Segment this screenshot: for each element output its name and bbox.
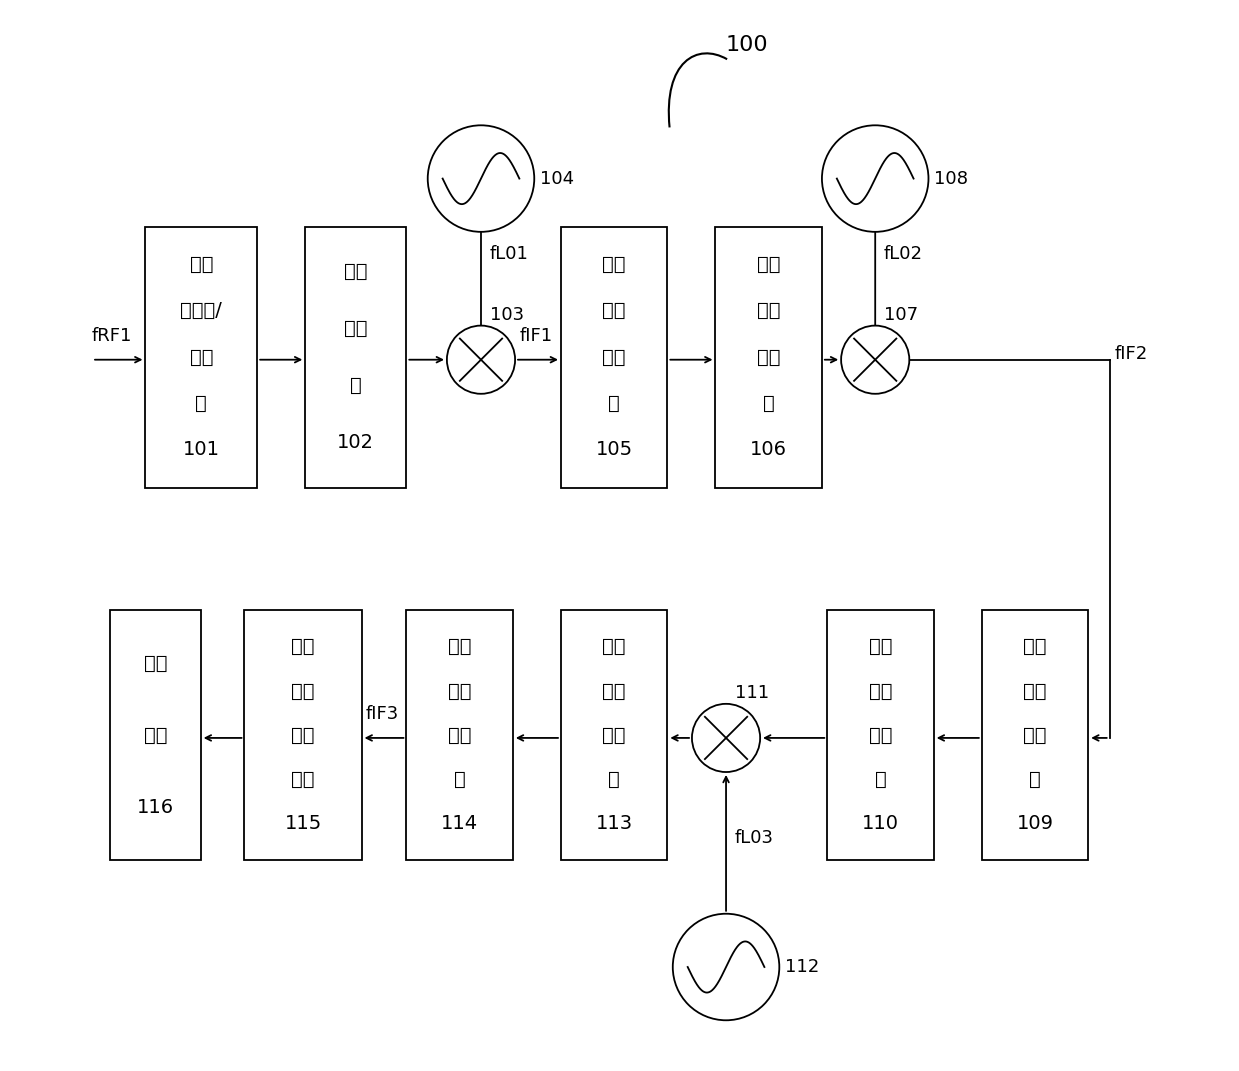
Text: 模块: 模块 — [291, 770, 315, 789]
Text: 第二: 第二 — [869, 637, 892, 657]
Text: 滤波: 滤波 — [449, 726, 471, 744]
Text: fIF1: fIF1 — [519, 328, 553, 345]
Circle shape — [673, 914, 779, 1021]
Text: 中频: 中频 — [1023, 681, 1047, 700]
Text: 114: 114 — [441, 814, 478, 833]
Text: 106: 106 — [750, 440, 787, 458]
Text: 第二: 第二 — [1023, 637, 1047, 657]
Text: 116: 116 — [138, 798, 173, 817]
Bar — [305, 227, 406, 487]
Text: 第一: 第一 — [344, 261, 368, 281]
Text: 第一: 第一 — [190, 255, 213, 274]
Bar — [406, 610, 513, 860]
Text: 显示: 显示 — [144, 653, 167, 673]
Bar — [715, 227, 821, 487]
Bar — [981, 610, 1088, 860]
Text: 112: 112 — [784, 957, 819, 976]
Circle shape — [821, 125, 928, 231]
Text: 104: 104 — [540, 169, 574, 187]
Text: 第一: 第一 — [602, 255, 626, 274]
Text: 器: 器 — [763, 394, 774, 412]
Text: 放大: 放大 — [190, 347, 213, 366]
Bar — [828, 610, 934, 860]
Text: 信号: 信号 — [291, 681, 315, 700]
Bar — [244, 610, 362, 860]
Text: 110: 110 — [862, 814, 900, 833]
Text: 107: 107 — [883, 306, 918, 323]
Text: fRF1: fRF1 — [92, 328, 133, 345]
Text: 器: 器 — [349, 376, 362, 395]
Text: 器: 器 — [196, 394, 207, 412]
Text: fL03: fL03 — [735, 829, 773, 846]
Text: fL01: fL01 — [489, 245, 528, 263]
Text: 中频: 中频 — [602, 681, 626, 700]
Text: 第二: 第二 — [602, 637, 626, 657]
Circle shape — [691, 704, 761, 772]
Text: 第一: 第一 — [757, 255, 781, 274]
Text: 105: 105 — [596, 440, 633, 458]
Text: 100: 100 — [726, 35, 768, 56]
Text: 放大: 放大 — [602, 347, 626, 366]
Text: fIF3: fIF3 — [366, 706, 399, 724]
Bar — [561, 610, 668, 860]
Text: 放大: 放大 — [1023, 726, 1047, 744]
Text: 处理: 处理 — [291, 726, 315, 744]
Circle shape — [841, 326, 909, 394]
Bar — [561, 227, 668, 487]
Text: 数字: 数字 — [291, 637, 315, 657]
Text: 器: 器 — [1030, 770, 1041, 789]
Text: 衰减器/: 衰减器/ — [181, 301, 222, 320]
Text: 102: 102 — [337, 434, 374, 452]
Text: 113: 113 — [596, 814, 633, 833]
Text: 器: 器 — [875, 770, 886, 789]
Text: 111: 111 — [735, 684, 768, 703]
Text: 中频: 中频 — [869, 681, 892, 700]
Text: fL02: fL02 — [883, 245, 923, 263]
Text: 滤波: 滤波 — [869, 726, 892, 744]
Circle shape — [447, 326, 515, 394]
Text: 器: 器 — [453, 770, 466, 789]
Text: 101: 101 — [183, 440, 219, 458]
Text: 108: 108 — [934, 169, 968, 187]
Text: 器: 器 — [608, 770, 620, 789]
Text: 中频: 中频 — [757, 301, 781, 320]
Text: 103: 103 — [489, 306, 524, 323]
Text: 滤波: 滤波 — [757, 347, 781, 366]
Bar — [145, 227, 258, 487]
Text: 中频: 中频 — [449, 681, 471, 700]
Text: 115: 115 — [285, 814, 322, 833]
Bar — [110, 610, 201, 860]
Text: 109: 109 — [1016, 814, 1053, 833]
Circle shape — [427, 125, 534, 231]
Text: 中频: 中频 — [602, 301, 626, 320]
Text: 滤波: 滤波 — [344, 319, 368, 338]
Text: 模块: 模块 — [144, 726, 167, 744]
Text: 器: 器 — [608, 394, 620, 412]
Text: 放大: 放大 — [602, 726, 626, 744]
Text: 第二: 第二 — [449, 637, 471, 657]
Text: fIF2: fIF2 — [1115, 345, 1149, 363]
